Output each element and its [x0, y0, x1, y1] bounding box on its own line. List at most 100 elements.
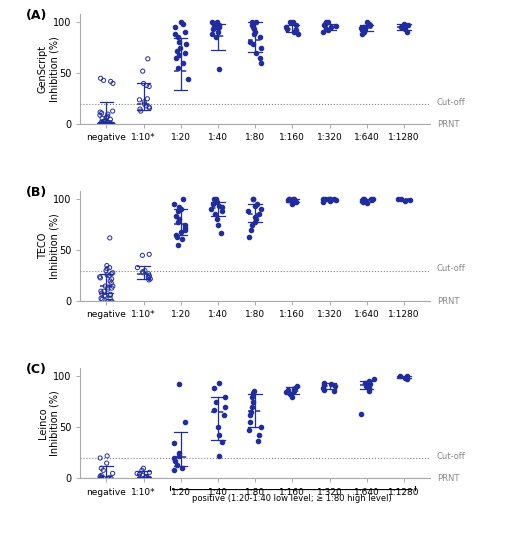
Point — [369, 195, 377, 204]
Point — [249, 40, 257, 49]
Point — [252, 18, 261, 26]
Point — [212, 33, 221, 42]
Point — [106, 263, 114, 272]
Point — [254, 436, 262, 445]
Point — [221, 392, 229, 401]
Point — [175, 452, 183, 460]
Point — [214, 20, 223, 29]
Point — [218, 207, 226, 216]
Point — [324, 195, 332, 204]
Point — [253, 200, 262, 208]
Point — [100, 117, 109, 126]
Point — [99, 119, 108, 128]
Point — [183, 75, 192, 84]
Point — [257, 43, 265, 52]
Point — [319, 28, 327, 37]
Point — [106, 277, 114, 285]
Point — [96, 111, 104, 119]
Point — [145, 82, 153, 91]
Point — [215, 202, 223, 211]
Point — [108, 274, 116, 283]
Point — [95, 120, 104, 129]
Point — [365, 20, 373, 29]
Point — [139, 464, 148, 472]
Point — [179, 58, 188, 67]
Point — [286, 18, 294, 26]
Point — [175, 38, 183, 47]
Point — [96, 474, 104, 483]
Point — [218, 203, 226, 212]
Point — [360, 28, 368, 37]
Point — [97, 464, 106, 472]
Point — [244, 233, 253, 241]
Point — [138, 471, 147, 480]
Point — [103, 261, 111, 270]
Point — [174, 241, 182, 250]
Point — [136, 104, 144, 113]
Point — [172, 53, 181, 62]
Point — [181, 418, 189, 427]
Point — [288, 392, 296, 401]
Point — [95, 272, 104, 281]
Point — [109, 120, 117, 129]
Point — [244, 207, 252, 216]
Point — [254, 210, 263, 219]
Point — [139, 268, 147, 277]
Point — [215, 452, 223, 460]
Point — [177, 18, 185, 26]
Point — [402, 375, 411, 383]
Point — [246, 38, 254, 47]
Point — [246, 411, 254, 420]
Point — [106, 234, 114, 243]
Point — [181, 28, 190, 37]
Point — [291, 387, 299, 396]
Point — [175, 380, 183, 389]
Point — [174, 33, 182, 42]
Point — [109, 282, 117, 290]
Point — [330, 387, 339, 396]
Point — [97, 294, 105, 303]
Point — [101, 119, 109, 128]
Point — [100, 120, 109, 129]
Point — [143, 54, 152, 63]
Point — [107, 120, 116, 129]
Point — [288, 200, 296, 208]
Point — [144, 272, 152, 281]
Point — [247, 226, 255, 234]
Point — [135, 470, 143, 479]
Point — [96, 74, 105, 82]
Point — [173, 46, 181, 55]
Point — [322, 25, 330, 34]
Text: Cut-off: Cut-off — [437, 452, 466, 461]
Point — [145, 103, 153, 112]
Point — [321, 195, 329, 204]
Point — [146, 474, 154, 483]
Point — [213, 197, 221, 206]
Point — [145, 276, 153, 284]
Point — [251, 217, 260, 226]
Point — [96, 454, 104, 463]
Point — [406, 196, 414, 205]
Point — [108, 297, 116, 306]
Point — [174, 64, 182, 73]
Point — [172, 212, 180, 221]
Point — [103, 113, 111, 122]
Point — [104, 474, 112, 483]
Point — [170, 200, 178, 208]
Point — [363, 18, 371, 26]
Point — [173, 233, 181, 241]
Point — [100, 287, 108, 295]
Text: PRNT: PRNT — [437, 474, 459, 483]
Point — [292, 20, 300, 29]
Point — [324, 26, 332, 35]
Point — [140, 97, 148, 106]
Point — [401, 197, 410, 206]
Point — [97, 289, 106, 298]
Point — [210, 405, 218, 414]
Point — [143, 95, 151, 103]
Point — [284, 196, 292, 205]
Point — [404, 20, 412, 29]
Point — [292, 197, 300, 206]
Point — [403, 28, 411, 37]
Point — [181, 223, 190, 232]
